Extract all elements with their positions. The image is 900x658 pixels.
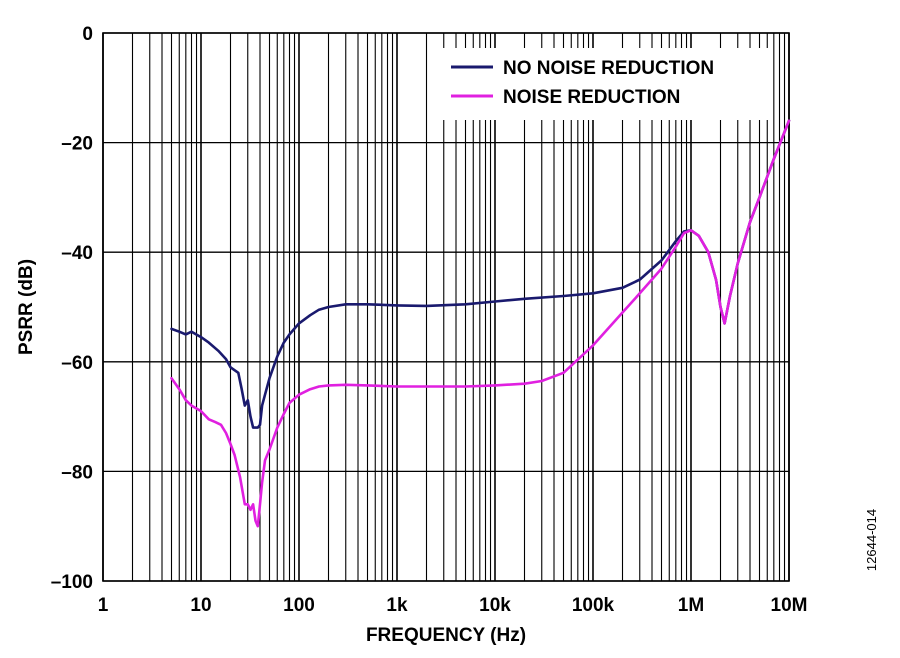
y-axis-label: PSRR (dB) — [16, 259, 37, 355]
figure-id: 12644-014 — [864, 509, 879, 571]
x-tick-label: 1k — [386, 595, 408, 616]
plot-area — [103, 33, 789, 581]
x-tick-label: 1 — [98, 595, 109, 616]
y-tick-label: –60 — [61, 353, 93, 374]
x-axis-label: FREQUENCY (Hz) — [366, 625, 526, 646]
x-tick-label: 100k — [572, 595, 615, 616]
y-tick-label: –100 — [51, 572, 93, 593]
x-tick-label: 100 — [283, 595, 315, 616]
legend-box — [432, 48, 772, 120]
y-tick-label: 0 — [82, 24, 93, 45]
y-tick-label: –20 — [61, 134, 93, 155]
x-tick-label: 10 — [190, 595, 211, 616]
y-tick-label: –40 — [61, 243, 93, 264]
plot-frame — [102, 32, 790, 582]
x-tick-label: 10M — [771, 595, 808, 616]
grid — [102, 32, 790, 582]
x-tick-label: 1M — [678, 595, 704, 616]
series-line-1 — [170, 119, 791, 528]
legend-label-0: NO NOISE REDUCTION — [503, 58, 714, 79]
x-tick-label: 10k — [479, 595, 511, 616]
legend-label-1: NOISE REDUCTION — [503, 87, 680, 108]
y-tick-label: –80 — [61, 462, 93, 483]
legend: NO NOISE REDUCTION NOISE REDUCTION — [432, 48, 772, 120]
tick-labels: 1 10 100 1k 10k 100k 1M 10M 0 –20 –40 –60 –80 –100 — [51, 24, 808, 616]
series-layer — [170, 119, 791, 528]
